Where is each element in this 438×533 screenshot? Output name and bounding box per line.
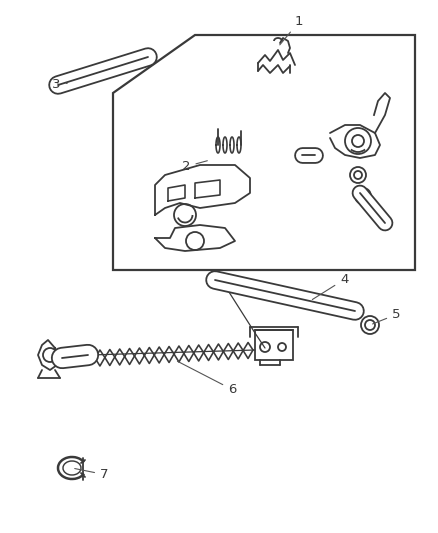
Text: 1: 1 — [279, 15, 303, 45]
Text: 2: 2 — [182, 160, 207, 173]
Text: 5: 5 — [372, 308, 399, 324]
Text: 3: 3 — [52, 78, 67, 91]
Text: 7: 7 — [74, 468, 108, 481]
Text: 4: 4 — [312, 273, 348, 300]
Text: 6: 6 — [177, 361, 236, 396]
